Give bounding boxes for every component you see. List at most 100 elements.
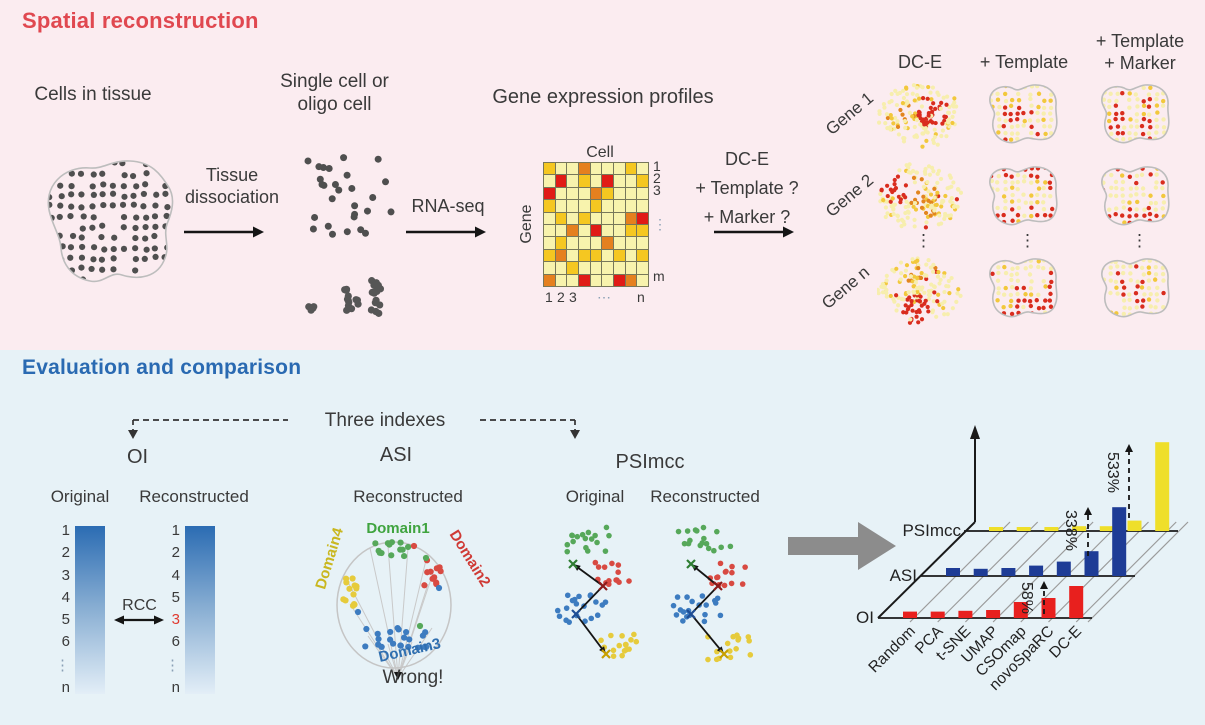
wrong-label: Wrong! [382,667,444,688]
rcc-label: RCC [122,597,157,614]
matrix-col-ticks: 1 2 3 ⋯ n [541,289,653,307]
oi-original-ticks: 1 2 3 4 5 6 ⋮ n [48,522,70,696]
oligo-cells-clumps [305,277,385,317]
matrix-cell [602,163,613,175]
bar-PSImcc-CSOmap [1099,526,1114,531]
dce-reconstruction-gene1 [877,83,959,149]
bar-ASI-DC-E [1112,507,1127,576]
matrix-cell [625,274,637,286]
oi-tick: 6 [171,633,180,651]
matrix-cell [614,175,625,187]
template-reconstruction-genen [989,258,1058,318]
matrix-cell [567,175,578,187]
template-col-ellipsis: ⋮ [1019,231,1036,250]
matrix-cell [625,200,637,212]
oi-tick: 1 [61,522,70,539]
bar-OI-PCA [930,611,945,618]
tissue-cells [48,160,171,282]
bar-OI-CSOmap [1013,602,1028,618]
matrix-cell [544,274,555,286]
rna-seq-label: RNA-seq [411,196,485,216]
bar-ASI-Random [946,568,960,576]
matrix-cell [590,175,602,187]
dce-reconstruction-gene2 [878,162,963,230]
template-reconstruction-gene2 [989,166,1058,226]
single-cell-label-line1: Single cell or [280,71,389,92]
matrix-cell [637,212,648,224]
matrix-cell [637,262,648,274]
matrix-cell [579,237,590,249]
matrix-row-tick: m [653,268,665,284]
bar-PSImcc-novoSpaRC [1127,520,1142,531]
matrix-cell [614,237,625,249]
oi-tick: 2 [61,544,70,562]
bar-ASI-CSOmap [1056,561,1071,576]
matrix-cell [544,249,555,262]
matrix-row-tick: 1 [653,158,661,174]
matrix-cell [590,212,602,224]
matrix-cell [637,163,648,175]
matrix-row-tick: 3 [653,182,661,198]
chart-row-label: PSImcc [902,521,961,540]
matrix-col-tick: 3 [569,289,577,305]
gene1-row-label: Gene 1 [822,88,878,139]
domain1-label: Domain1 [366,520,430,537]
gene2-row-label: Gene 2 [822,170,878,221]
matrix-cell [544,187,555,200]
bar-OI-UMAP [986,610,1001,618]
matrix-cell [555,212,567,224]
matrix-cell [590,249,602,262]
marker-col-ellipsis: ⋮ [1131,231,1148,250]
three-indexes-label: Three indexes [324,410,446,431]
oi-tick: ⋮ [55,656,70,674]
chart-annotation: 533% [1104,452,1121,493]
chart-category-label: DC-E [1046,623,1085,662]
bar-PSImcc-DC-E [1155,442,1170,531]
matrix-cell [555,163,567,175]
method-arrow [714,226,794,238]
bar-ASI-novoSpaRC [1084,551,1099,576]
bar-ASI-UMAP [1029,565,1044,576]
asi-subtitle: Reconstructed [353,487,463,506]
matrix-cell [544,163,555,175]
tissue-dissociation-line2: dissociation [184,187,280,207]
dce-reconstruction-genen [877,256,963,325]
matrix-cell [614,187,625,200]
bottom-panel-title: Evaluation and comparison [22,356,302,379]
matrix-cell [602,274,613,286]
matrix-cell [590,237,602,249]
matrix-cell [625,237,637,249]
matrix-cell [625,212,637,224]
result-col-marker-header-line1: + Template [1095,31,1185,51]
matrix-cell [625,163,637,175]
chart-category-label: Random [865,623,918,676]
matrix-cell [625,262,637,274]
marker-reconstruction-genen [1101,258,1170,318]
matrix-cell [567,200,578,212]
bar-OI-DC-E [1069,586,1084,618]
psimcc-original-scatter [554,524,640,659]
matrix-cell [567,187,578,200]
single-cell-label-line2: oligo cell [297,94,372,115]
oi-tick: 4 [171,566,180,584]
oi-tick: n [171,678,180,696]
matrix-cell [637,249,648,262]
oi-original-label: Original [50,487,110,506]
matrix-cell [637,237,648,249]
matrix-col-tick: 1 [545,289,553,305]
matrix-row-tick: ⋮ [653,216,667,232]
matrix-cell [590,224,602,237]
matrix-col-axis-label: Cell [586,144,614,161]
matrix-cell [555,187,567,200]
matrix-cell [555,249,567,262]
matrix-cell [544,200,555,212]
matrix-cell [590,200,602,212]
bar-ASI-PCA [973,568,988,576]
bar-OI-t-SNE [958,610,973,618]
matrix-cell [637,224,648,237]
oi-tick: ⋮ [165,656,180,674]
oi-tick: 6 [61,633,70,651]
oi-tick: 4 [61,588,70,606]
bar-PSImcc-Random [989,527,1003,531]
